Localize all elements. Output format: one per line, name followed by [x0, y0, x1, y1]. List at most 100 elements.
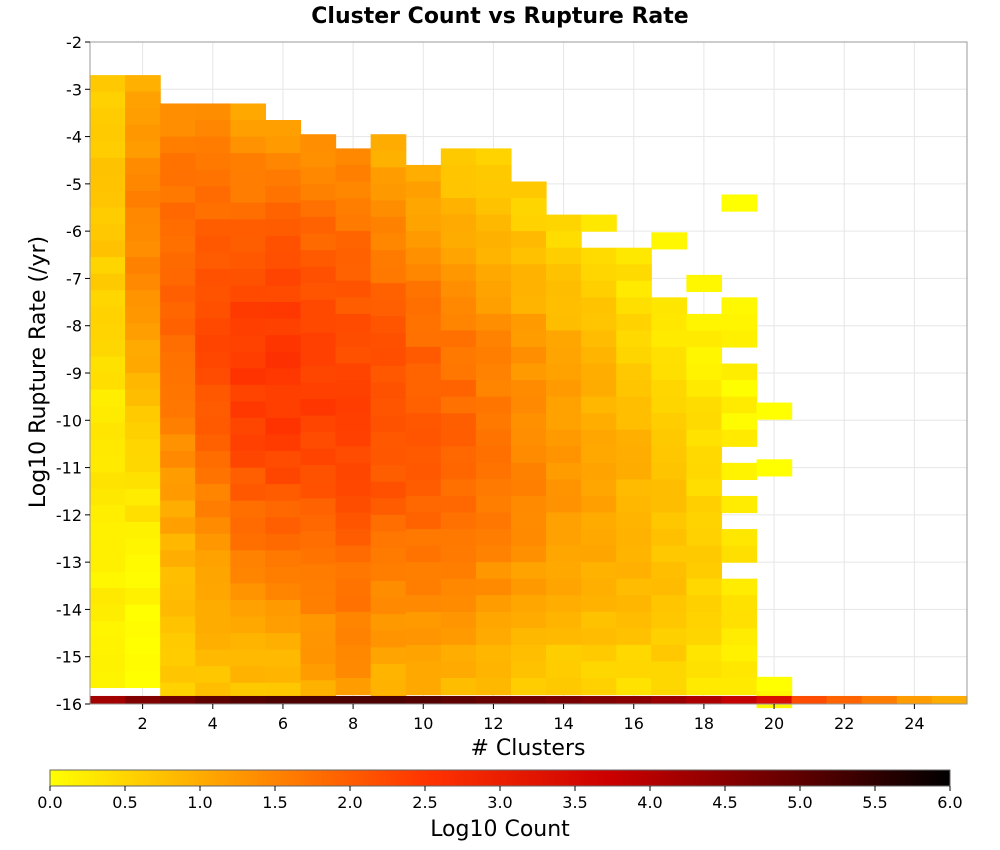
- heatmap-cell: [370, 134, 407, 152]
- heatmap-cell: [125, 157, 161, 175]
- heatmap-cell: [510, 396, 547, 414]
- heatmap-cell: [370, 647, 407, 665]
- heatmap-cell: [546, 247, 582, 265]
- heatmap-cell: [195, 583, 231, 601]
- y-tick-label: -9: [66, 364, 82, 383]
- heatmap-cell-bottom-row: [405, 695, 442, 704]
- heatmap-cell: [686, 346, 723, 365]
- heatmap-cell: [405, 247, 442, 265]
- heatmap-cell: [265, 384, 302, 402]
- heatmap-cell: [265, 649, 302, 667]
- heatmap-cell: [230, 335, 266, 353]
- heatmap-cell: [300, 647, 337, 665]
- heatmap-cell: [335, 462, 372, 480]
- heatmap-cells: [90, 75, 968, 709]
- heatmap-cell: [616, 611, 652, 629]
- heatmap-cell: [581, 313, 617, 332]
- heatmap-cell: [90, 373, 126, 391]
- heatmap-cell: [651, 529, 687, 547]
- heatmap-cell: [651, 545, 687, 563]
- heatmap-cell: [335, 313, 372, 332]
- heatmap-cell: [475, 313, 512, 332]
- heatmap-cell-bottom-row: [440, 695, 477, 704]
- y-tick-label: -2: [66, 33, 82, 52]
- heatmap-cell: [651, 562, 687, 580]
- heatmap-cell: [616, 346, 652, 365]
- heatmap-cell: [651, 644, 687, 663]
- heatmap-cell: [475, 495, 512, 514]
- heatmap-cell: [90, 588, 126, 606]
- heatmap-cell: [686, 479, 723, 497]
- heatmap-cell: [546, 330, 582, 348]
- heatmap-cell: [651, 578, 687, 596]
- heatmap-cell: [230, 302, 266, 320]
- heatmap-cell: [440, 479, 477, 497]
- heatmap-cell: [300, 382, 337, 400]
- heatmap-cell: [300, 283, 337, 301]
- heatmap-cell: [510, 231, 547, 249]
- y-tick-label: -15: [56, 648, 82, 667]
- heatmap-cell: [475, 380, 512, 398]
- heatmap-cell-bottom-row: [370, 695, 407, 704]
- heatmap-cell: [230, 235, 266, 254]
- heatmap-cell: [125, 306, 161, 324]
- heatmap-cell: [125, 571, 161, 589]
- heatmap-cell: [581, 545, 617, 563]
- heatmap-cell: [651, 628, 687, 646]
- heatmap-cell: [440, 429, 477, 447]
- heatmap-cell: [616, 313, 652, 332]
- heatmap-cell: [440, 644, 477, 663]
- heatmap-cell: [475, 578, 512, 596]
- y-axis-label: Log10 Rupture Rate (/yr): [26, 236, 51, 508]
- heatmap-cell: [230, 384, 266, 402]
- heatmap-cell: [510, 214, 547, 232]
- heatmap-cell: [90, 207, 126, 225]
- heatmap-cell: [475, 661, 512, 679]
- heatmap-cell: [616, 396, 652, 414]
- heatmap-cell: [405, 264, 442, 282]
- heatmap-cell: [546, 644, 582, 663]
- heatmap-cell: [370, 432, 407, 450]
- heatmap-cell: [475, 462, 512, 480]
- heatmap-cell: [265, 268, 302, 287]
- heatmap-cell: [475, 346, 512, 365]
- heatmap-cell: [405, 661, 442, 679]
- heatmap-cell-bottom-row: [686, 695, 723, 704]
- heatmap-cell: [300, 316, 337, 334]
- heatmap-cell: [335, 214, 372, 232]
- heatmap-cell: [510, 330, 547, 348]
- heatmap-cell: [230, 666, 266, 684]
- heatmap-cell: [686, 512, 723, 530]
- heatmap-cell-bottom-row: [861, 695, 898, 704]
- heatmap-cell: [475, 363, 512, 381]
- heatmap-cell: [510, 495, 547, 514]
- heatmap-cell: [195, 533, 231, 551]
- heatmap-cell: [405, 562, 442, 580]
- heatmap-cell: [90, 290, 126, 308]
- heatmap-cell: [616, 512, 652, 530]
- heatmap-cell: [335, 198, 372, 216]
- heatmap-cell: [195, 434, 231, 452]
- heatmap-cell: [90, 257, 126, 275]
- heatmap-cell: [265, 401, 302, 419]
- heatmap-cell: [405, 611, 442, 629]
- heatmap-cell: [90, 91, 126, 109]
- heatmap-cell: [616, 429, 652, 447]
- heatmap-cell: [616, 628, 652, 646]
- heatmap-cell-bottom-row: [581, 695, 617, 704]
- heatmap-cell: [335, 346, 372, 365]
- heatmap-cell: [651, 363, 687, 381]
- heatmap-cell: [686, 529, 723, 547]
- heatmap-cell: [230, 417, 266, 436]
- heatmap-cell: [300, 365, 337, 384]
- heatmap-cell: [160, 285, 196, 303]
- heatmap-cell: [616, 363, 652, 381]
- heatmap-cell: [90, 273, 126, 291]
- heatmap-cell: [686, 274, 723, 293]
- y-tick-label: -12: [56, 506, 82, 525]
- heatmap-cell: [195, 136, 231, 154]
- heatmap-cell: [546, 462, 582, 480]
- heatmap-cell: [300, 581, 337, 599]
- heatmap-cell: [335, 330, 372, 348]
- heatmap-cell: [651, 462, 687, 480]
